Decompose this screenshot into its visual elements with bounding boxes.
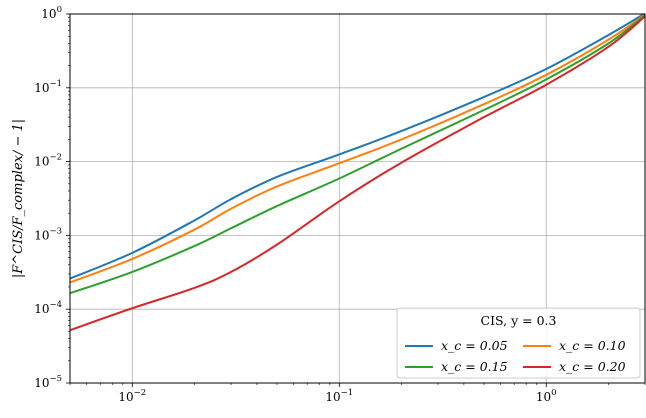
series-line-4	[70, 15, 645, 332]
y-tick-label: 10−4	[34, 300, 62, 316]
series-line-3	[70, 14, 645, 295]
y-tick-label: 10−2	[34, 153, 62, 169]
ticks: 10−2 10−1 100 10−5 10−4 10−3 10−2 10−1 100	[34, 5, 646, 404]
legend-title: CIS, y = 0.3	[481, 313, 557, 328]
legend-box	[396, 307, 641, 379]
legend-entry: x_c = 0.10	[559, 338, 626, 353]
plot-frame	[69, 13, 646, 384]
y-axis-label: |F^CIS/F_complex/ − 1|	[11, 119, 26, 278]
series-line-2	[70, 14, 645, 284]
plot-lines	[70, 14, 645, 332]
legend-entry: x_c = 0.15	[441, 359, 508, 374]
x-tick-label: 10−2	[118, 388, 146, 404]
legend-entry: x_c = 0.05	[441, 338, 508, 353]
x-tick-label: 10−1	[325, 388, 353, 404]
y-tick-label: 10−5	[34, 374, 62, 390]
legend-entry: x_c = 0.20	[559, 359, 626, 374]
y-tick-label: 10−1	[34, 79, 62, 95]
series-line-1	[70, 14, 645, 280]
x-tick-label: 100	[536, 388, 557, 404]
y-tick-label: 100	[41, 5, 62, 21]
legend: CIS, y = 0.3 x_c = 0.05 x_c = 0.10 x_c = 0.…	[396, 307, 641, 379]
y-tick-label: 10−3	[34, 226, 62, 242]
